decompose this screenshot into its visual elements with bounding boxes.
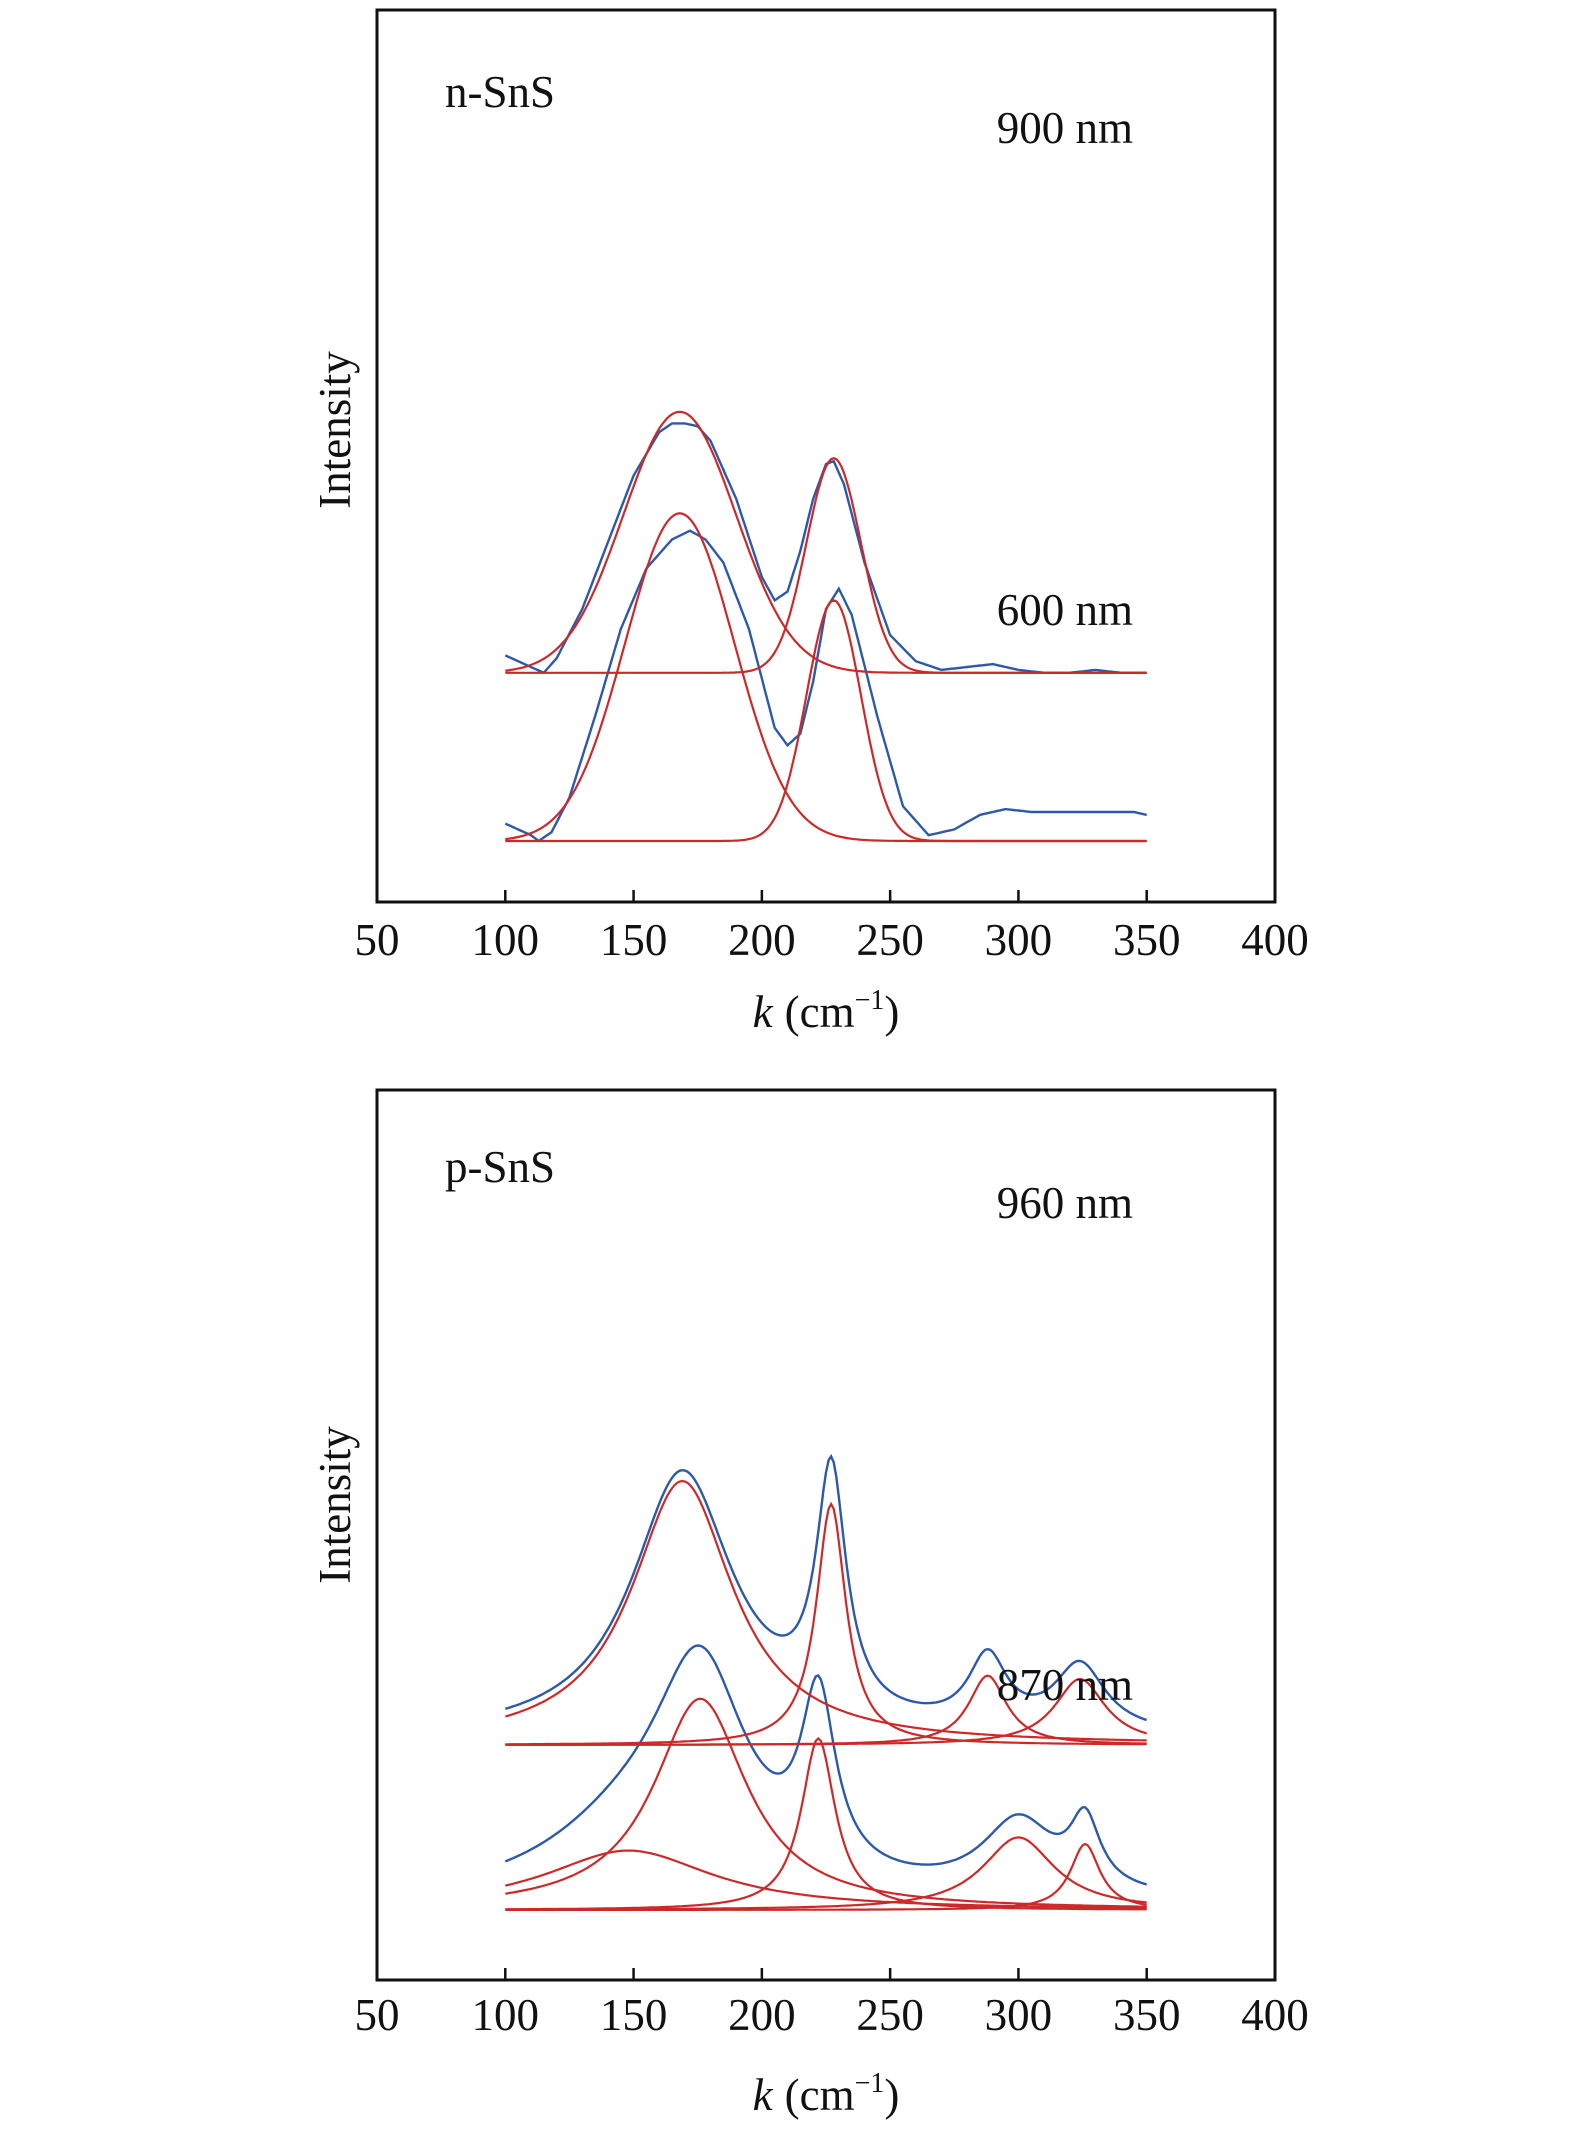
fit-component-peak-2 [505,1501,1147,1746]
sample-label: p-SnS [445,1142,555,1192]
spectrum-label: 900 nm [997,103,1133,153]
x-tick-label: 100 [472,1990,540,2040]
x-tick-label: 50 [355,915,400,965]
measured-spectrum [504,1453,1148,1722]
x-tick-label: 200 [728,915,796,965]
sample-label: n-SnS [445,67,555,117]
x-axis-title: k (cm−1) [753,985,900,1037]
x-tick-label: 50 [355,1990,400,2040]
measured-spectrum [504,1644,1148,1886]
fit-component-peak-3 [505,1736,1147,1911]
x-tick-label: 300 [985,1990,1053,2040]
spectrum-label: 960 nm [997,1178,1133,1228]
spectrum-label: 600 nm [997,585,1133,635]
spectrum-labels: 960 nm 870 nm [997,1178,1133,1710]
fit-component-peak-5 [505,1842,1147,1911]
plot-frame [375,1088,1277,1982]
x-tick-label: 100 [472,915,540,965]
x-tick-label: 400 [1241,1990,1309,2040]
x-axis-title: k (cm−1) [753,2068,900,2120]
fit-component-peak-4 [505,1677,1148,1746]
measured-spectrum [504,529,1147,843]
x-ticks: 50 100 150 200 250 300 350 400 [355,1968,1309,2040]
spectrum-labels: 900 nm 600 nm [997,103,1133,635]
x-tick-label: 300 [985,915,1053,965]
spectrum-label: 870 nm [997,1660,1133,1710]
panel-p-sns: 50 100 150 200 250 300 350 400 960 nm 870 nm p-S… [310,1088,1309,2120]
spectra [504,410,1147,843]
fit-component-peak-2 [505,457,1147,674]
fit-component-peak-1 [505,1849,1147,1909]
x-ticks: 50 100 150 200 250 300 350 400 [355,890,1309,965]
fit-component-peak-2 [505,599,1147,843]
y-axis-title: Intensity [310,351,360,509]
plot-frame [375,8,1277,904]
panel-n-sns: 50 100 150 200 250 300 350 400 900 nm 600 nm n-S… [310,8,1309,1037]
measured-spectrum [504,422,1147,675]
x-tick-label: 350 [1113,915,1181,965]
fit-component-peak-1 [505,512,1147,843]
fit-component-peak-1 [505,1479,1147,1742]
spectra [504,1453,1148,1911]
x-tick-label: 250 [856,915,924,965]
fit-component-peak-2 [505,1697,1147,1908]
x-tick-label: 400 [1241,915,1309,965]
x-tick-label: 150 [600,915,668,965]
x-tick-label: 250 [856,1990,924,2040]
y-axis-title: Intensity [310,1426,360,1584]
x-tick-label: 350 [1113,1990,1181,2040]
x-tick-label: 150 [600,1990,668,2040]
x-tick-label: 200 [728,1990,796,2040]
